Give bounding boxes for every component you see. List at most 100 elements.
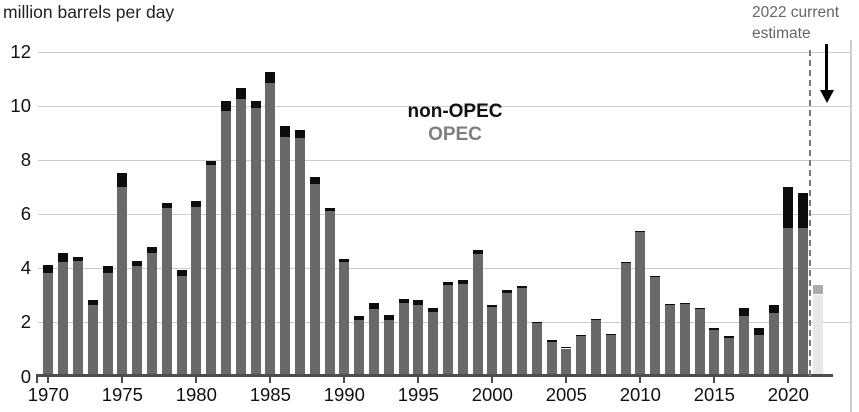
bar-opec-2014 bbox=[694, 309, 705, 376]
bar-non-opec-2021 bbox=[798, 193, 809, 229]
bar-opec-1983 bbox=[235, 98, 246, 376]
y-tick-label-10: 10 bbox=[10, 94, 31, 116]
gridline-8 bbox=[38, 159, 851, 161]
x-tick-label-1970: 1970 bbox=[27, 384, 69, 405]
bar-non-opec-1977 bbox=[146, 247, 157, 253]
bar-opec-1986 bbox=[280, 136, 291, 376]
bar-non-opec-2003 bbox=[531, 321, 542, 323]
bar-non-opec-1985 bbox=[265, 71, 276, 83]
bar-opec-1989 bbox=[324, 210, 335, 376]
x-tick-label-2020: 2020 bbox=[767, 384, 809, 405]
x-tick-1985 bbox=[269, 377, 272, 383]
bar-opec-1973 bbox=[87, 305, 98, 376]
bar-opec-2015 bbox=[709, 329, 720, 376]
bar-opec-1974 bbox=[102, 272, 113, 376]
bar-non-opec-2019 bbox=[768, 305, 779, 314]
x-tick-label-2000: 2000 bbox=[471, 384, 513, 405]
bar-opec-2004 bbox=[546, 341, 557, 376]
bar-opec-1985 bbox=[265, 82, 276, 376]
x-tick-1980 bbox=[195, 377, 198, 383]
bar-non-opec-1971 bbox=[58, 252, 69, 263]
bar-non-opec-1970 bbox=[43, 264, 54, 273]
bar-non-opec-2012 bbox=[664, 303, 675, 306]
bar-opec-1981 bbox=[206, 164, 217, 376]
bar-non-opec-1996 bbox=[428, 308, 439, 312]
chart-title: million barrels per day bbox=[3, 2, 175, 22]
bar-non-opec-1976 bbox=[132, 260, 143, 267]
legend-opec-label: OPEC bbox=[428, 124, 482, 145]
gridline-10 bbox=[38, 105, 851, 107]
x-tick-1970 bbox=[47, 377, 50, 383]
bar-non-opec-1991 bbox=[354, 316, 365, 321]
bar-non-opec-1995 bbox=[413, 299, 424, 306]
x-axis-start-tick bbox=[36, 377, 38, 383]
x-tick-label-2005: 2005 bbox=[545, 384, 587, 405]
estimate-dashed-line bbox=[809, 50, 811, 376]
legend-non-opec-label: non-OPEC bbox=[407, 101, 503, 122]
bar-non-opec-2014 bbox=[694, 308, 705, 310]
bar-opec-1990 bbox=[339, 262, 350, 376]
bar-opec-2006 bbox=[576, 336, 587, 376]
bar-non-opec-1974 bbox=[102, 266, 113, 273]
bar-non-opec-1984 bbox=[250, 101, 261, 109]
bar-opec-1980 bbox=[191, 206, 202, 376]
gridline-6 bbox=[38, 213, 851, 215]
bar-non-opec-2015 bbox=[709, 328, 720, 330]
gridline-12 bbox=[38, 51, 851, 53]
bar-opec-1987 bbox=[294, 137, 305, 376]
bar-opec-1978 bbox=[161, 208, 172, 376]
y-tick-label-0: 0 bbox=[20, 366, 31, 387]
bar-non-opec-1990 bbox=[339, 259, 350, 263]
estimate-annotation-line1: 2022 current bbox=[752, 4, 840, 21]
bar-opec-2009 bbox=[620, 263, 631, 376]
gridline-4 bbox=[38, 267, 851, 269]
bar-opec-1984 bbox=[250, 108, 261, 376]
bar-opec-1992 bbox=[368, 309, 379, 376]
bar-non-opec-1987 bbox=[294, 129, 305, 138]
bar-non-opec-1972 bbox=[72, 256, 83, 261]
bar-non-opec-2002 bbox=[516, 286, 527, 288]
bar-non-opec-2022 bbox=[812, 285, 823, 295]
estimate-annotation-line2: estimate bbox=[752, 24, 811, 42]
y-tick-label-8: 8 bbox=[20, 148, 31, 170]
bar-non-opec-1986 bbox=[280, 125, 291, 137]
x-tick-2020 bbox=[787, 377, 790, 383]
bar-opec-1977 bbox=[146, 252, 157, 376]
bar-non-opec-2010 bbox=[635, 231, 646, 233]
x-tick-2000 bbox=[491, 377, 494, 383]
bar-non-opec-2001 bbox=[502, 290, 513, 294]
down-arrow-icon bbox=[825, 44, 828, 91]
bar-opec-1994 bbox=[398, 302, 409, 376]
bar-opec-2020 bbox=[783, 228, 794, 376]
bar-opec-2016 bbox=[724, 337, 735, 376]
bar-opec-2003 bbox=[531, 322, 542, 376]
bar-opec-2002 bbox=[516, 287, 527, 376]
bar-opec-1999 bbox=[472, 254, 483, 376]
bar-non-opec-1993 bbox=[383, 314, 394, 321]
bar-non-opec-2005 bbox=[561, 347, 572, 349]
bar-opec-1979 bbox=[176, 275, 187, 376]
bar-opec-1972 bbox=[72, 260, 83, 376]
x-tick-1995 bbox=[417, 377, 420, 383]
bar-non-opec-2020 bbox=[783, 186, 794, 229]
bar-opec-2019 bbox=[768, 313, 779, 376]
bar-opec-1993 bbox=[383, 320, 394, 376]
bar-non-opec-2013 bbox=[679, 302, 690, 304]
bar-opec-1997 bbox=[442, 285, 453, 376]
bar-non-opec-2011 bbox=[650, 275, 661, 277]
chart-legend: non-OPEC OPEC bbox=[370, 100, 540, 146]
bar-non-opec-1988 bbox=[309, 177, 320, 184]
x-tick-label-1975: 1975 bbox=[101, 384, 143, 405]
y-tick-label-12: 12 bbox=[10, 40, 31, 62]
x-tick-2010 bbox=[639, 377, 642, 383]
bar-opec-1998 bbox=[457, 283, 468, 376]
x-tick-label-1995: 1995 bbox=[397, 384, 439, 405]
bar-opec-2001 bbox=[502, 293, 513, 376]
bar-opec-2011 bbox=[650, 276, 661, 376]
bar-non-opec-1989 bbox=[324, 208, 335, 211]
bar-opec-2021 bbox=[798, 228, 809, 376]
bar-opec-1975 bbox=[117, 186, 128, 376]
bar-non-opec-1978 bbox=[161, 202, 172, 209]
bar-opec-2000 bbox=[487, 306, 498, 376]
